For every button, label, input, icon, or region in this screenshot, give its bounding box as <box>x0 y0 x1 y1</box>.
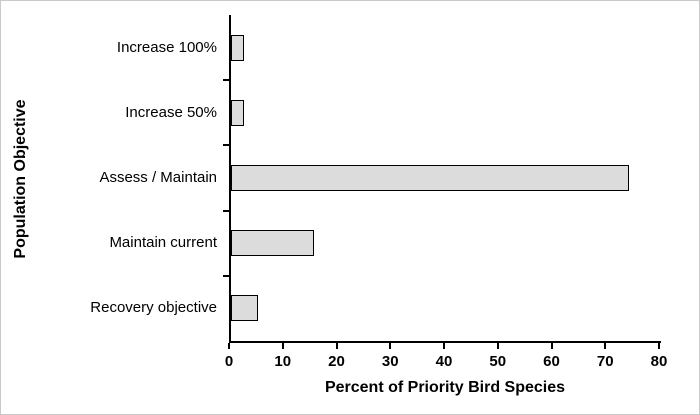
category-label: Assess / Maintain <box>99 169 217 186</box>
x-axis-tick-label: 70 <box>596 353 614 370</box>
x-axis-title: Percent of Priority Bird Species <box>324 379 566 396</box>
x-axis-tick-label: 0 <box>224 353 234 370</box>
category-label: Maintain current <box>109 234 217 252</box>
bar-increase-50 <box>231 99 245 126</box>
x-axis-tick <box>443 343 445 349</box>
category-label: Increase 50% <box>125 103 217 121</box>
x-axis-tick-label: 20 <box>328 353 345 370</box>
category-label: Increase 100% <box>116 38 217 56</box>
x-axis-tick <box>658 343 660 349</box>
y-axis-tick <box>223 209 229 212</box>
x-axis-tick <box>389 343 392 349</box>
bar-assess-maintain <box>231 165 629 191</box>
y-axis-tick <box>223 144 229 147</box>
bar-maintain-current <box>231 230 315 257</box>
x-axis-tick <box>604 343 607 349</box>
x-axis-tick-label: 40 <box>435 353 453 370</box>
plot-area <box>229 15 661 343</box>
x-axis-tick <box>550 343 553 349</box>
x-axis-tick <box>496 343 499 349</box>
x-axis-tick-label: 10 <box>274 353 292 370</box>
x-axis-tick <box>335 343 338 349</box>
category-label: Recovery objective <box>90 299 217 317</box>
x-axis-tick <box>281 343 284 349</box>
bar-recovery-objective <box>231 295 258 322</box>
bar-increase-100 <box>231 34 245 61</box>
x-axis-tick-label: 50 <box>489 353 507 370</box>
x-axis-tick-label: 80 <box>650 353 668 370</box>
x-axis-tick-label: 60 <box>543 353 560 370</box>
x-axis-tick <box>228 343 230 349</box>
y-axis-tick <box>223 274 229 277</box>
y-axis-tick <box>223 79 229 82</box>
x-axis-tick-label: 30 <box>381 353 399 370</box>
